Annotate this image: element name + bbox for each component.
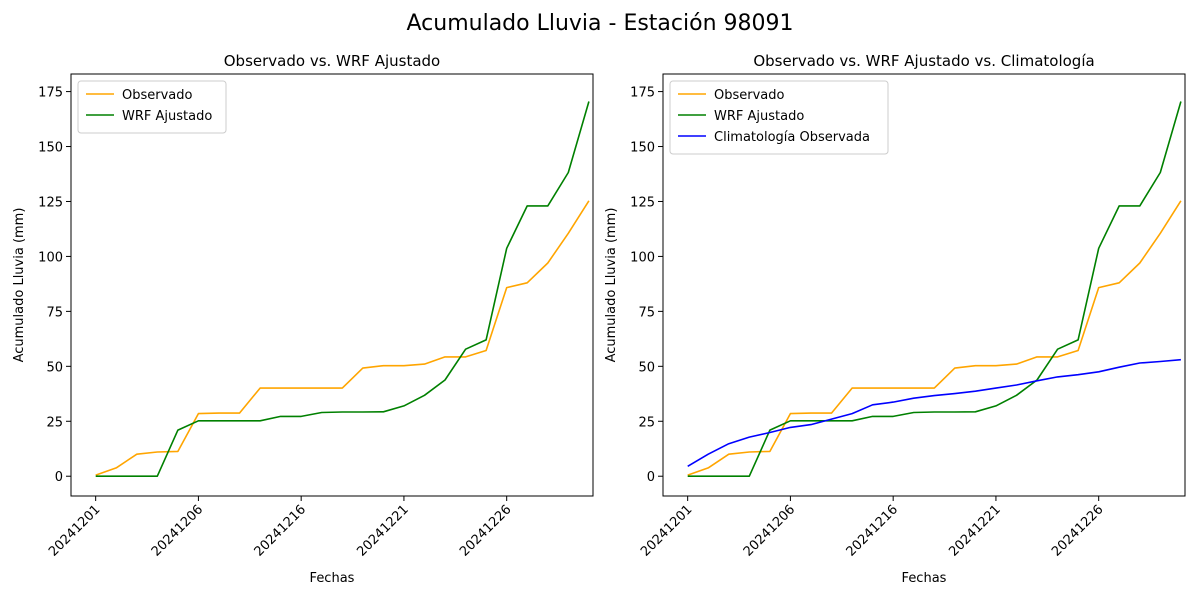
legend-box	[77, 80, 227, 134]
x-axis-label: Fechas	[310, 571, 355, 586]
y-axis-label: Acumulado Lluvia (mm)	[604, 208, 619, 363]
legend-label: Climatología Observada	[714, 130, 870, 145]
y-tick-label: 25	[638, 415, 655, 430]
y-tick-label: 150	[630, 141, 655, 156]
y-tick-label: 75	[638, 305, 655, 320]
y-tick-label: 25	[46, 415, 63, 430]
legend-label: Observado	[714, 88, 785, 103]
series-line-wrf-ajustado	[95, 101, 590, 478]
y-tick-label: 125	[38, 195, 63, 210]
y-axis-label: Acumulado Lluvia (mm)	[12, 208, 27, 363]
figure-title: Acumulado Lluvia - Estación 98091	[407, 11, 794, 36]
y-tick-label: 100	[38, 250, 63, 265]
plot-frame	[70, 73, 594, 497]
x-axis-label: Fechas	[902, 571, 947, 586]
plot-frame	[662, 73, 1186, 497]
series-line-wrf-ajustado	[687, 101, 1182, 478]
y-tick-label: 0	[647, 470, 655, 485]
y-tick-label: 175	[630, 86, 655, 101]
series-line-observado	[95, 200, 590, 476]
series-line-climatolog-a-observada	[687, 358, 1181, 467]
chart-title: Observado vs. WRF Ajustado	[224, 52, 440, 70]
y-tick-label: 175	[38, 86, 63, 101]
series-line-observado	[687, 200, 1182, 476]
legend-box	[669, 80, 889, 155]
y-tick-label: 50	[46, 360, 63, 375]
y-tick-label: 150	[38, 141, 63, 156]
y-tick-label: 75	[46, 305, 63, 320]
y-tick-label: 0	[55, 470, 63, 485]
legend-label: WRF Ajustado	[714, 109, 804, 124]
chart-title: Observado vs. WRF Ajustado vs. Climatolo…	[753, 52, 1094, 70]
y-tick-label: 125	[630, 195, 655, 210]
legend-label: Observado	[122, 88, 193, 103]
y-tick-label: 50	[638, 360, 655, 375]
y-tick-label: 100	[630, 250, 655, 265]
legend-label: WRF Ajustado	[122, 109, 212, 124]
